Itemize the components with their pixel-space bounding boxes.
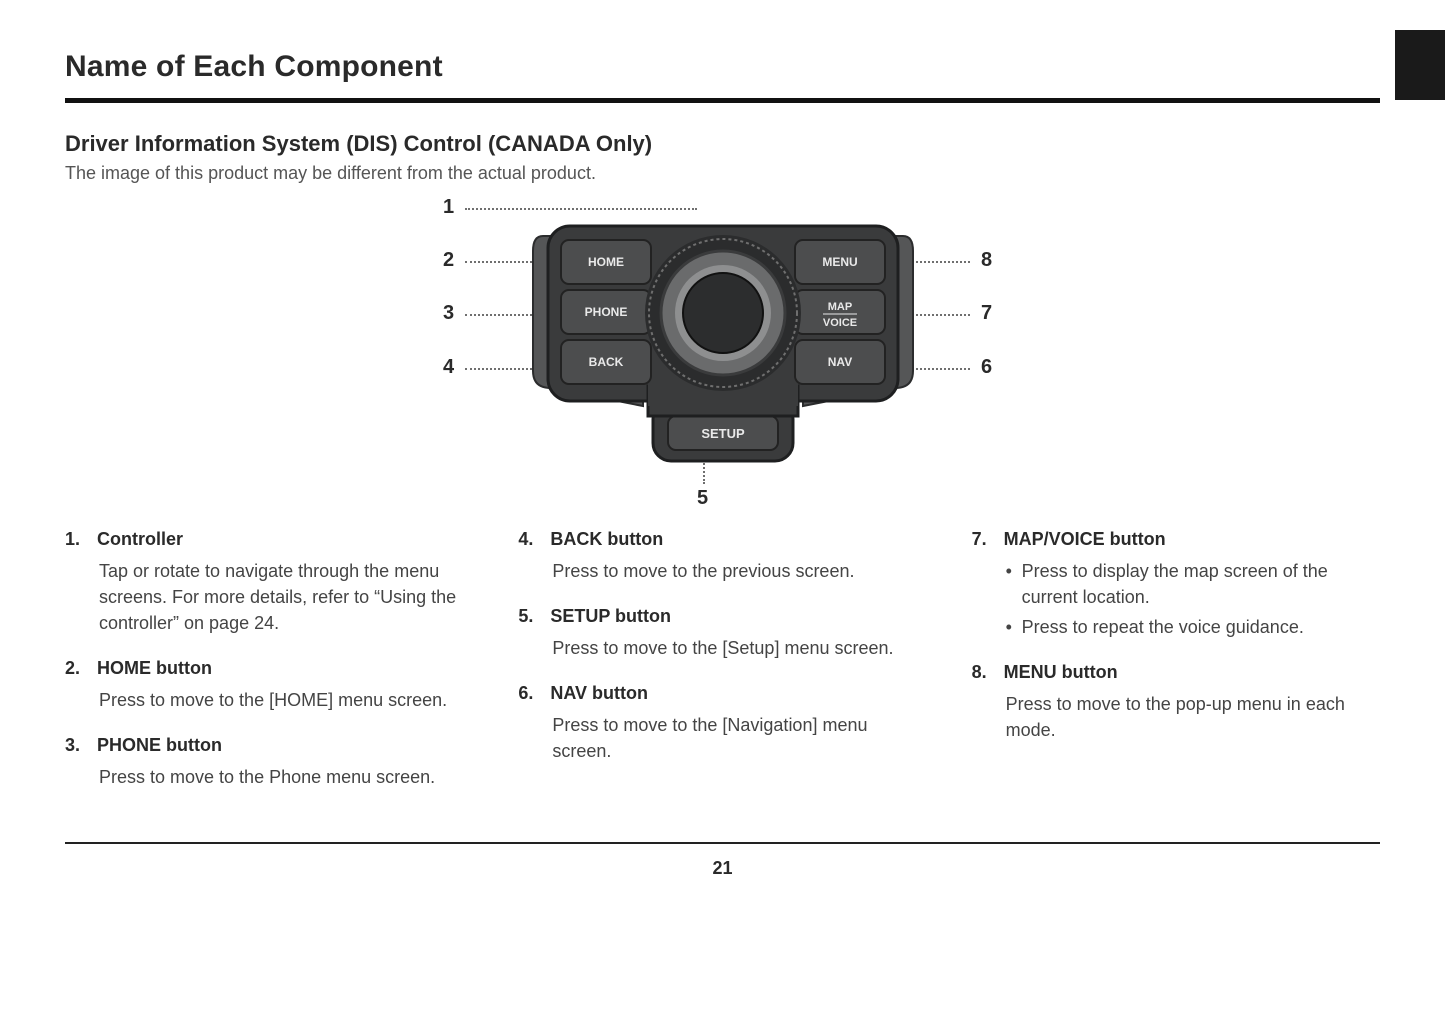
- item-5-num: 5.: [518, 606, 538, 627]
- item-5-title: SETUP button: [550, 606, 671, 627]
- setup-label: SETUP: [701, 426, 745, 441]
- item-7-num: 7.: [972, 529, 992, 550]
- item-4-body: Press to move to the previous screen.: [552, 558, 926, 584]
- item-3-num: 3.: [65, 735, 85, 756]
- item-8-title: MENU button: [1004, 662, 1118, 683]
- item-4-num: 4.: [518, 529, 538, 550]
- item-5-body: Press to move to the [Setup] menu screen…: [552, 635, 926, 661]
- item-6: 6. NAV button Press to move to the [Navi…: [518, 683, 926, 764]
- item-4-title: BACK button: [550, 529, 663, 550]
- item-7-bullet-1: Press to display the map screen of the c…: [1006, 558, 1380, 610]
- column-3: 7. MAP/VOICE button Press to display the…: [972, 529, 1380, 812]
- item-6-num: 6.: [518, 683, 538, 704]
- callout-1: 1: [443, 196, 454, 219]
- item-1-num: 1.: [65, 529, 85, 550]
- item-6-title: NAV button: [550, 683, 648, 704]
- callout-3: 3: [443, 302, 454, 325]
- item-1: 1. Controller Tap or rotate to navigate …: [65, 529, 473, 636]
- callout-7: 7: [981, 302, 992, 325]
- column-1: 1. Controller Tap or rotate to navigate …: [65, 529, 473, 812]
- item-4: 4. BACK button Press to move to the prev…: [518, 529, 926, 584]
- item-8: 8. MENU button Press to move to the pop-…: [972, 662, 1380, 743]
- item-2-body: Press to move to the [HOME] menu screen.: [99, 687, 473, 713]
- callout-2: 2: [443, 249, 454, 272]
- item-7-title: MAP/VOICE button: [1004, 529, 1166, 550]
- page-note: The image of this product may be differe…: [65, 163, 1380, 184]
- svg-text:HOME: HOME: [588, 255, 624, 269]
- callout-4: 4: [443, 356, 454, 379]
- corner-tab: [1395, 30, 1445, 100]
- item-8-num: 8.: [972, 662, 992, 683]
- item-7: 7. MAP/VOICE button Press to display the…: [972, 529, 1380, 640]
- item-3-title: PHONE button: [97, 735, 222, 756]
- item-2-num: 2.: [65, 658, 85, 679]
- svg-text:VOICE: VOICE: [822, 317, 856, 329]
- svg-text:PHONE: PHONE: [584, 305, 627, 319]
- diagram: 1 2 3 4 8 7 6 5 SETUP: [65, 194, 1380, 514]
- callout-8: 8: [981, 249, 992, 272]
- page-title: Name of Each Component: [65, 50, 1380, 98]
- svg-text:MENU: MENU: [822, 255, 857, 269]
- item-5: 5. SETUP button Press to move to the [Se…: [518, 606, 926, 661]
- page-number: 21: [65, 858, 1380, 879]
- descriptions: 1. Controller Tap or rotate to navigate …: [65, 529, 1380, 844]
- column-2: 4. BACK button Press to move to the prev…: [518, 529, 926, 812]
- item-7-bullets: Press to display the map screen of the c…: [1006, 558, 1380, 640]
- callout-6: 6: [981, 356, 992, 379]
- item-2: 2. HOME button Press to move to the [HOM…: [65, 658, 473, 713]
- left-buttons: HOME PHONE BACK: [561, 240, 651, 384]
- svg-text:MAP: MAP: [827, 301, 851, 313]
- device-illustration: SETUP HOME PHONE BACK MENU MAP V: [523, 206, 923, 481]
- item-3: 3. PHONE button Press to move to the Pho…: [65, 735, 473, 790]
- item-7-bullet-2: Press to repeat the voice guidance.: [1006, 614, 1380, 640]
- item-1-body: Tap or rotate to navigate through the me…: [99, 558, 473, 636]
- item-6-body: Press to move to the [Navigation] menu s…: [552, 712, 926, 764]
- svg-text:NAV: NAV: [827, 355, 851, 369]
- item-1-title: Controller: [97, 529, 183, 550]
- title-rule: [65, 98, 1380, 103]
- item-2-title: HOME button: [97, 658, 212, 679]
- page-subtitle: Driver Information System (DIS) Control …: [65, 131, 1380, 157]
- svg-text:BACK: BACK: [588, 355, 623, 369]
- callout-5: 5: [697, 487, 708, 510]
- item-8-body: Press to move to the pop-up menu in each…: [1006, 691, 1380, 743]
- item-3-body: Press to move to the Phone menu screen.: [99, 764, 473, 790]
- right-buttons: MENU MAP VOICE NAV: [795, 240, 885, 384]
